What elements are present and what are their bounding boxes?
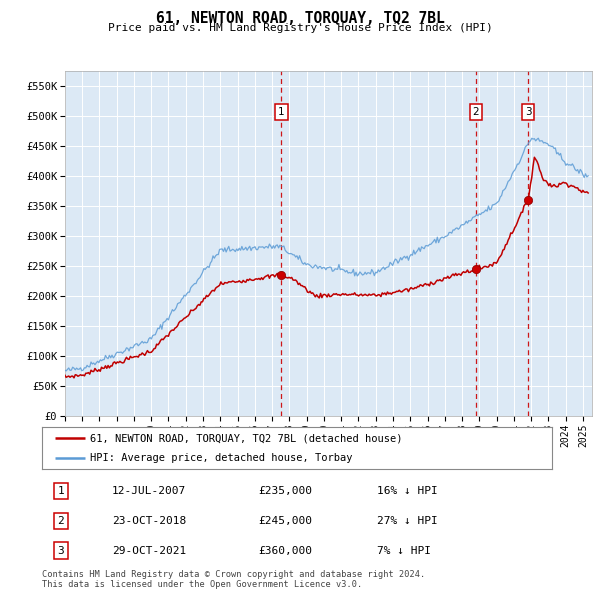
Text: HPI: Average price, detached house, Torbay: HPI: Average price, detached house, Torb… <box>91 454 353 463</box>
Text: 2: 2 <box>58 516 64 526</box>
Text: 3: 3 <box>58 546 64 556</box>
Text: £245,000: £245,000 <box>258 516 312 526</box>
Text: 1: 1 <box>58 486 64 496</box>
Text: 2: 2 <box>473 107 479 117</box>
Text: 29-OCT-2021: 29-OCT-2021 <box>112 546 187 556</box>
Text: 16% ↓ HPI: 16% ↓ HPI <box>377 486 437 496</box>
Text: 1: 1 <box>278 107 285 117</box>
Text: 61, NEWTON ROAD, TORQUAY, TQ2 7BL (detached house): 61, NEWTON ROAD, TORQUAY, TQ2 7BL (detac… <box>91 433 403 443</box>
Text: 27% ↓ HPI: 27% ↓ HPI <box>377 516 437 526</box>
Text: 23-OCT-2018: 23-OCT-2018 <box>112 516 187 526</box>
Text: 61, NEWTON ROAD, TORQUAY, TQ2 7BL: 61, NEWTON ROAD, TORQUAY, TQ2 7BL <box>155 11 445 25</box>
Text: 3: 3 <box>525 107 532 117</box>
Text: Price paid vs. HM Land Registry's House Price Index (HPI): Price paid vs. HM Land Registry's House … <box>107 23 493 33</box>
Text: 12-JUL-2007: 12-JUL-2007 <box>112 486 187 496</box>
Text: £235,000: £235,000 <box>258 486 312 496</box>
Text: Contains HM Land Registry data © Crown copyright and database right 2024.
This d: Contains HM Land Registry data © Crown c… <box>42 570 425 589</box>
Text: £360,000: £360,000 <box>258 546 312 556</box>
Text: 7% ↓ HPI: 7% ↓ HPI <box>377 546 431 556</box>
